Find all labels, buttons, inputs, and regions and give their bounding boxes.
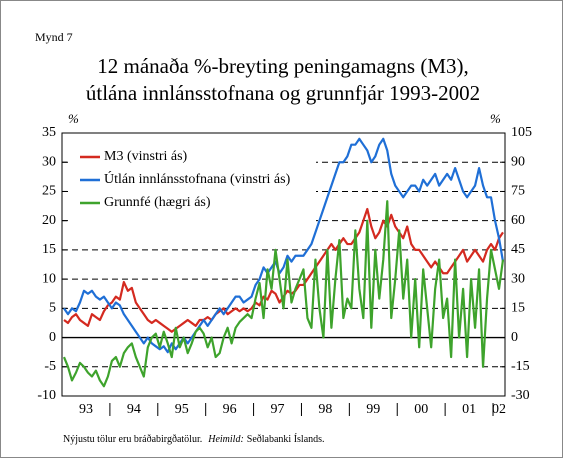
series-line <box>62 200 505 388</box>
x-tick-label: 97 <box>271 402 285 417</box>
plot-frame <box>61 132 506 397</box>
y-tick-label: 5 <box>49 301 56 316</box>
source-label: Heimild: <box>207 434 244 445</box>
legend-background <box>68 142 316 224</box>
y-tick-label: 35 <box>42 125 56 140</box>
y2-tick-label: 45 <box>511 242 525 257</box>
y-unit: % <box>68 111 79 126</box>
footnote: Nýjustu tölur eru bráðabirgðatölur. Heimi… <box>63 433 325 445</box>
legend-label: M3 (vinstri ás) <box>104 149 188 164</box>
y-tick-label: 15 <box>42 242 56 257</box>
y2-tick-label: -30 <box>511 388 530 403</box>
y-tick-label: 25 <box>42 184 56 199</box>
chart-title: útlána innlánsstofnana og grunnfjár 1993… <box>86 81 480 105</box>
y2-tick-label: 105 <box>511 125 532 140</box>
x-tick-label: 98 <box>318 402 332 417</box>
x-tick-label: 93 <box>79 402 93 417</box>
x-tick-label: 96 <box>223 402 237 417</box>
x-tick-label: 95 <box>175 402 189 417</box>
source: Seðlabanki Íslands. <box>247 433 325 445</box>
series-line <box>63 137 505 354</box>
y2-tick-label: 0 <box>511 330 518 345</box>
y2-unit: % <box>490 111 501 126</box>
legend-label: Útlán innlánsstofnana (vinstri ás) <box>104 170 291 187</box>
y-tick-label: 20 <box>42 213 56 228</box>
figure-label: Mynd 7 <box>35 30 73 44</box>
x-tick-label: 99 <box>366 402 380 417</box>
y2-tick-label: 90 <box>511 154 525 169</box>
y2-tick-label: -15 <box>511 359 530 374</box>
footnote-text: Nýjustu tölur eru bráðabirgðatölur. <box>63 434 202 445</box>
y-tick-label: -10 <box>37 388 56 403</box>
y2-tick-label: 15 <box>511 301 525 316</box>
y-tick-label: 30 <box>42 154 56 169</box>
legend-label: Grunnfé (hægri ás) <box>104 195 211 210</box>
y-tick-label: 10 <box>42 271 56 286</box>
chart-title: 12 mánaða %-breyting peningamagns (M3), <box>97 54 468 78</box>
y2-tick-label: 75 <box>511 184 525 199</box>
x-tick-label: 94 <box>127 402 141 417</box>
y2-tick-label: 30 <box>511 271 525 286</box>
y-tick-label: -5 <box>44 359 56 374</box>
x-tick-label: 00 <box>414 402 428 417</box>
y2-tick-label: 60 <box>511 213 525 228</box>
y-tick-label: 0 <box>49 330 56 345</box>
x-tick-label: 02 <box>492 402 506 417</box>
x-tick-label: 01 <box>462 402 476 417</box>
